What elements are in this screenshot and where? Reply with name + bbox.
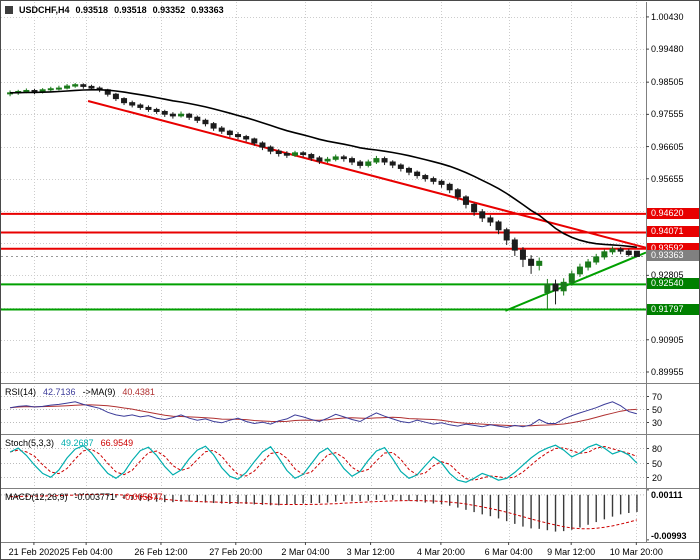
time-axis-label: 4 Mar 20:00 [416, 547, 465, 557]
macd-axis-label: 0.00111 [651, 490, 683, 500]
price-axis-label: 0.89955 [651, 366, 684, 377]
price-axis-label: 0.99480 [651, 44, 684, 55]
stoch-level-label: 20 [652, 472, 663, 483]
rsi-ma-label: ->MA(9) [82, 387, 116, 397]
macd-label: MACD(12,26,9) [5, 492, 68, 502]
rsi-level-label: 70 [652, 391, 663, 402]
time-axis-label: 25 Feb 04:00 [59, 547, 113, 557]
rsi-level-label: 50 [652, 404, 663, 415]
macd-signal-value: -0.005877 [122, 492, 163, 502]
time-axis-label: 6 Mar 04:00 [484, 547, 533, 557]
price-level-box: 0.93592 [647, 242, 699, 254]
ohlc-open: 0.93518 [75, 5, 109, 15]
ohlc-high: 0.93518 [114, 5, 147, 15]
time-axis-label: 21 Feb 2020 [8, 547, 60, 557]
time-axis-label: 26 Feb 12:00 [134, 547, 188, 557]
macd-header: MACD(12,26,9) -0.003771 -0.005877 [5, 492, 163, 502]
stoch-label: Stoch(5,3,3) [5, 438, 55, 448]
ohlc-low: 0.93352 [152, 5, 186, 15]
time-axis-label: 3 Mar 12:00 [346, 547, 395, 557]
rsi-level-label: 30 [652, 417, 663, 428]
rsi-ma-value: 40.4381 [122, 387, 155, 397]
stoch-d-value: 66.9549 [100, 438, 134, 448]
price-level-box: 0.92540 [647, 278, 699, 290]
rsi-value: 42.7136 [43, 387, 76, 397]
stoch-level-label: 50 [652, 458, 663, 469]
price-axis-label: 0.98505 [651, 77, 684, 88]
chart-header: USDCHF,H4 0.93518 0.93518 0.93352 0.9336… [5, 5, 224, 15]
price-axis-label: 0.92805 [651, 270, 684, 281]
price-level-box: 0.94620 [647, 207, 699, 219]
price-axis-label: 0.97555 [651, 109, 684, 120]
price-axis-label: 0.90905 [651, 334, 684, 345]
time-axis-label: 2 Mar 04:00 [281, 547, 330, 557]
time-axis-label: 10 Mar 20:00 [609, 547, 663, 557]
rsi-header: RSI(14) 42.7136 ->MA(9) 40.4381 [5, 387, 155, 397]
price-axis-label: 0.95655 [651, 173, 684, 184]
price-level-box: 0.91797 [647, 303, 699, 315]
stoch-level-label: 80 [652, 443, 663, 454]
rsi-label: RSI(14) [5, 387, 37, 397]
price-level-box: 0.93363 [647, 250, 699, 262]
time-axis-label: 9 Mar 12:00 [547, 547, 596, 557]
symbol-period-label: USDCHF,H4 [19, 5, 70, 15]
time-axis-label: 27 Feb 20:00 [209, 547, 263, 557]
price-axis-label: 0.96605 [651, 141, 684, 152]
stoch-k-value: 49.2687 [61, 438, 94, 448]
chart-symbol-icon [5, 6, 13, 14]
macd-axis-label: -0.00993 [651, 531, 687, 541]
price-axis-label: 1.00430 [651, 11, 684, 22]
ohlc-close: 0.93363 [191, 5, 224, 15]
price-level-box: 0.94071 [647, 226, 699, 238]
stoch-header: Stoch(5,3,3) 49.2687 66.9549 [5, 438, 133, 448]
macd-main-value: -0.003771 [74, 492, 116, 502]
